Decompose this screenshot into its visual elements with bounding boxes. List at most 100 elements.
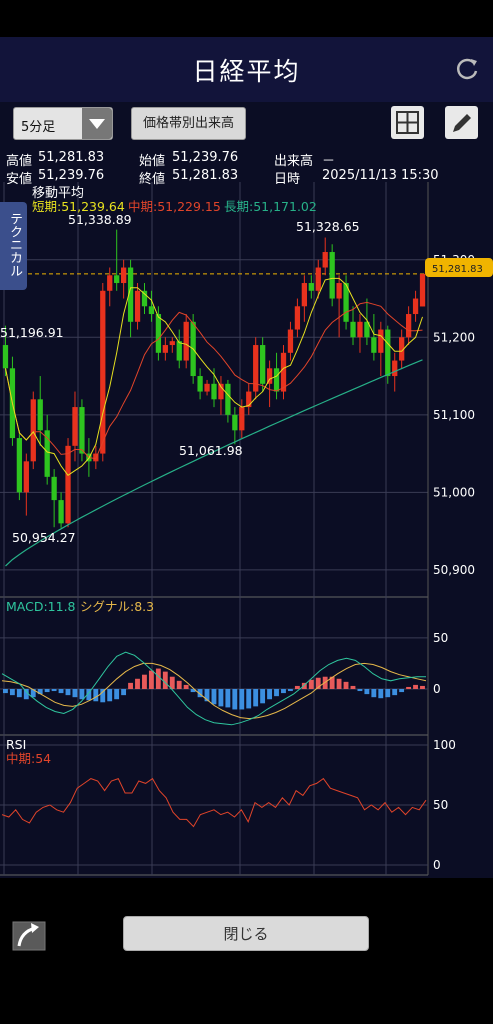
candle-body — [114, 275, 120, 284]
macd-histogram-bar — [315, 677, 321, 689]
rsi-tick-label: 50 — [433, 798, 448, 812]
grid-layout-button[interactable] — [391, 106, 424, 139]
macd-histogram-bar — [274, 689, 279, 697]
price-chart[interactable]: 51,30051,20051,10051,00050,9009:0010:001… — [0, 182, 493, 878]
candle-body — [44, 430, 50, 477]
back-arrow-icon[interactable] — [11, 918, 47, 952]
macd-histogram-bar — [100, 689, 106, 703]
candle-body — [65, 445, 71, 524]
candle-body — [239, 407, 245, 431]
draw-button[interactable] — [445, 106, 478, 139]
title-bar — [0, 37, 493, 102]
candle-body — [225, 383, 231, 415]
macd-histogram-bar — [392, 689, 398, 696]
open-label: 始値 — [139, 154, 166, 169]
candle-body — [232, 414, 238, 431]
macd-histogram-bar — [267, 689, 272, 700]
grid-icon — [396, 111, 419, 134]
candle-body — [399, 337, 405, 361]
macd-histogram-bar — [44, 689, 50, 693]
pencil-icon — [453, 114, 471, 132]
refresh-icon[interactable] — [454, 56, 480, 82]
macd-histogram-bar — [378, 689, 384, 699]
grid-lines — [0, 182, 429, 876]
rsi-mid-label: 中期:54 — [6, 751, 51, 766]
candle-body — [371, 337, 377, 353]
datetime-value: 2025/11/13 15:30 — [322, 168, 439, 183]
volume-profile-button[interactable]: 価格帯別出来高 — [131, 107, 246, 140]
rsi-tick-label: 0 — [433, 858, 441, 872]
left-annotation: 51,196.91 — [0, 325, 64, 340]
macd-histogram-bar — [3, 689, 8, 694]
macd-histogram-bar — [135, 678, 140, 689]
macd-histogram-bar — [79, 689, 85, 700]
macd-histogram-bar — [51, 689, 57, 692]
macd-histogram-bar — [294, 685, 300, 689]
macd-histogram-bar — [169, 676, 175, 689]
candle-body — [155, 314, 162, 353]
price-tick-label: 51,200 — [433, 330, 475, 344]
technical-tab-label: テクニカル — [7, 212, 22, 277]
macd-histogram-bar — [176, 680, 182, 689]
high-value: 51,281.83 — [38, 150, 105, 165]
min2-annotation: 51,061.98 — [179, 443, 243, 458]
candle-body — [72, 407, 78, 446]
candle-body — [16, 438, 23, 493]
candle-body — [405, 314, 412, 338]
candle-body — [308, 283, 314, 291]
candle-body — [2, 345, 9, 369]
macd-histogram-bar — [128, 682, 133, 689]
macd-histogram-bar — [308, 679, 314, 689]
candle-body — [357, 321, 363, 338]
close-button[interactable]: 閉じる — [123, 916, 369, 951]
macd-histogram-bar — [260, 689, 266, 704]
candle-body — [37, 399, 43, 431]
candle-body — [246, 391, 252, 408]
macd-histogram-bar — [336, 678, 342, 689]
candle-body — [162, 345, 168, 353]
candle-body — [266, 368, 273, 384]
price-tick-label: 50,900 — [433, 563, 475, 577]
macd-histogram-bar — [385, 689, 391, 698]
chevron-down-icon — [89, 119, 105, 129]
candle-body — [343, 283, 349, 322]
candle-body — [287, 329, 294, 353]
candle-body — [280, 352, 287, 392]
macd-histogram-bar — [155, 668, 161, 689]
max2-annotation: 51,328.65 — [296, 219, 360, 234]
candle-body — [301, 283, 308, 307]
macd-histogram-bar — [142, 674, 147, 689]
candle-body — [169, 341, 175, 346]
ma-mid-line — [5, 301, 423, 460]
macd-histogram-bar — [58, 689, 64, 694]
candle-body — [176, 341, 182, 361]
signal-label: シグナル:8.3 — [80, 599, 154, 614]
candle-body — [107, 275, 113, 291]
rsi-tick-label: 100 — [433, 738, 456, 752]
candle-body — [419, 273, 426, 307]
rsi-line — [1, 777, 427, 828]
low-label: 安値 — [6, 172, 33, 187]
signal-line — [1, 662, 427, 720]
ma-long-label: 長期:51,171.02 — [224, 199, 317, 214]
macd-histogram-bar — [148, 670, 154, 689]
rsi-label: RSI — [6, 737, 26, 752]
min-annotation: 50,954.27 — [12, 530, 76, 545]
candle-body — [392, 360, 398, 377]
candle-body — [294, 306, 301, 330]
timeframe-select[interactable]: 5分足 — [13, 107, 113, 140]
macd-tick-label: 0 — [433, 682, 441, 696]
macd-histogram-bar — [406, 686, 412, 689]
macd-histogram-bar — [413, 684, 418, 689]
candle-body — [100, 290, 106, 454]
candle-body — [218, 383, 224, 400]
candle-body — [79, 407, 85, 454]
technical-tab[interactable]: テクニカル — [0, 202, 27, 290]
macd-histogram-bar — [232, 689, 238, 710]
high-label: 高値 — [6, 154, 33, 169]
volume-value: － — [322, 154, 336, 169]
macd-histogram-bar — [357, 689, 363, 692]
candle-body — [23, 461, 29, 493]
candle-body — [364, 321, 370, 338]
macd-histogram-bar — [121, 689, 127, 696]
